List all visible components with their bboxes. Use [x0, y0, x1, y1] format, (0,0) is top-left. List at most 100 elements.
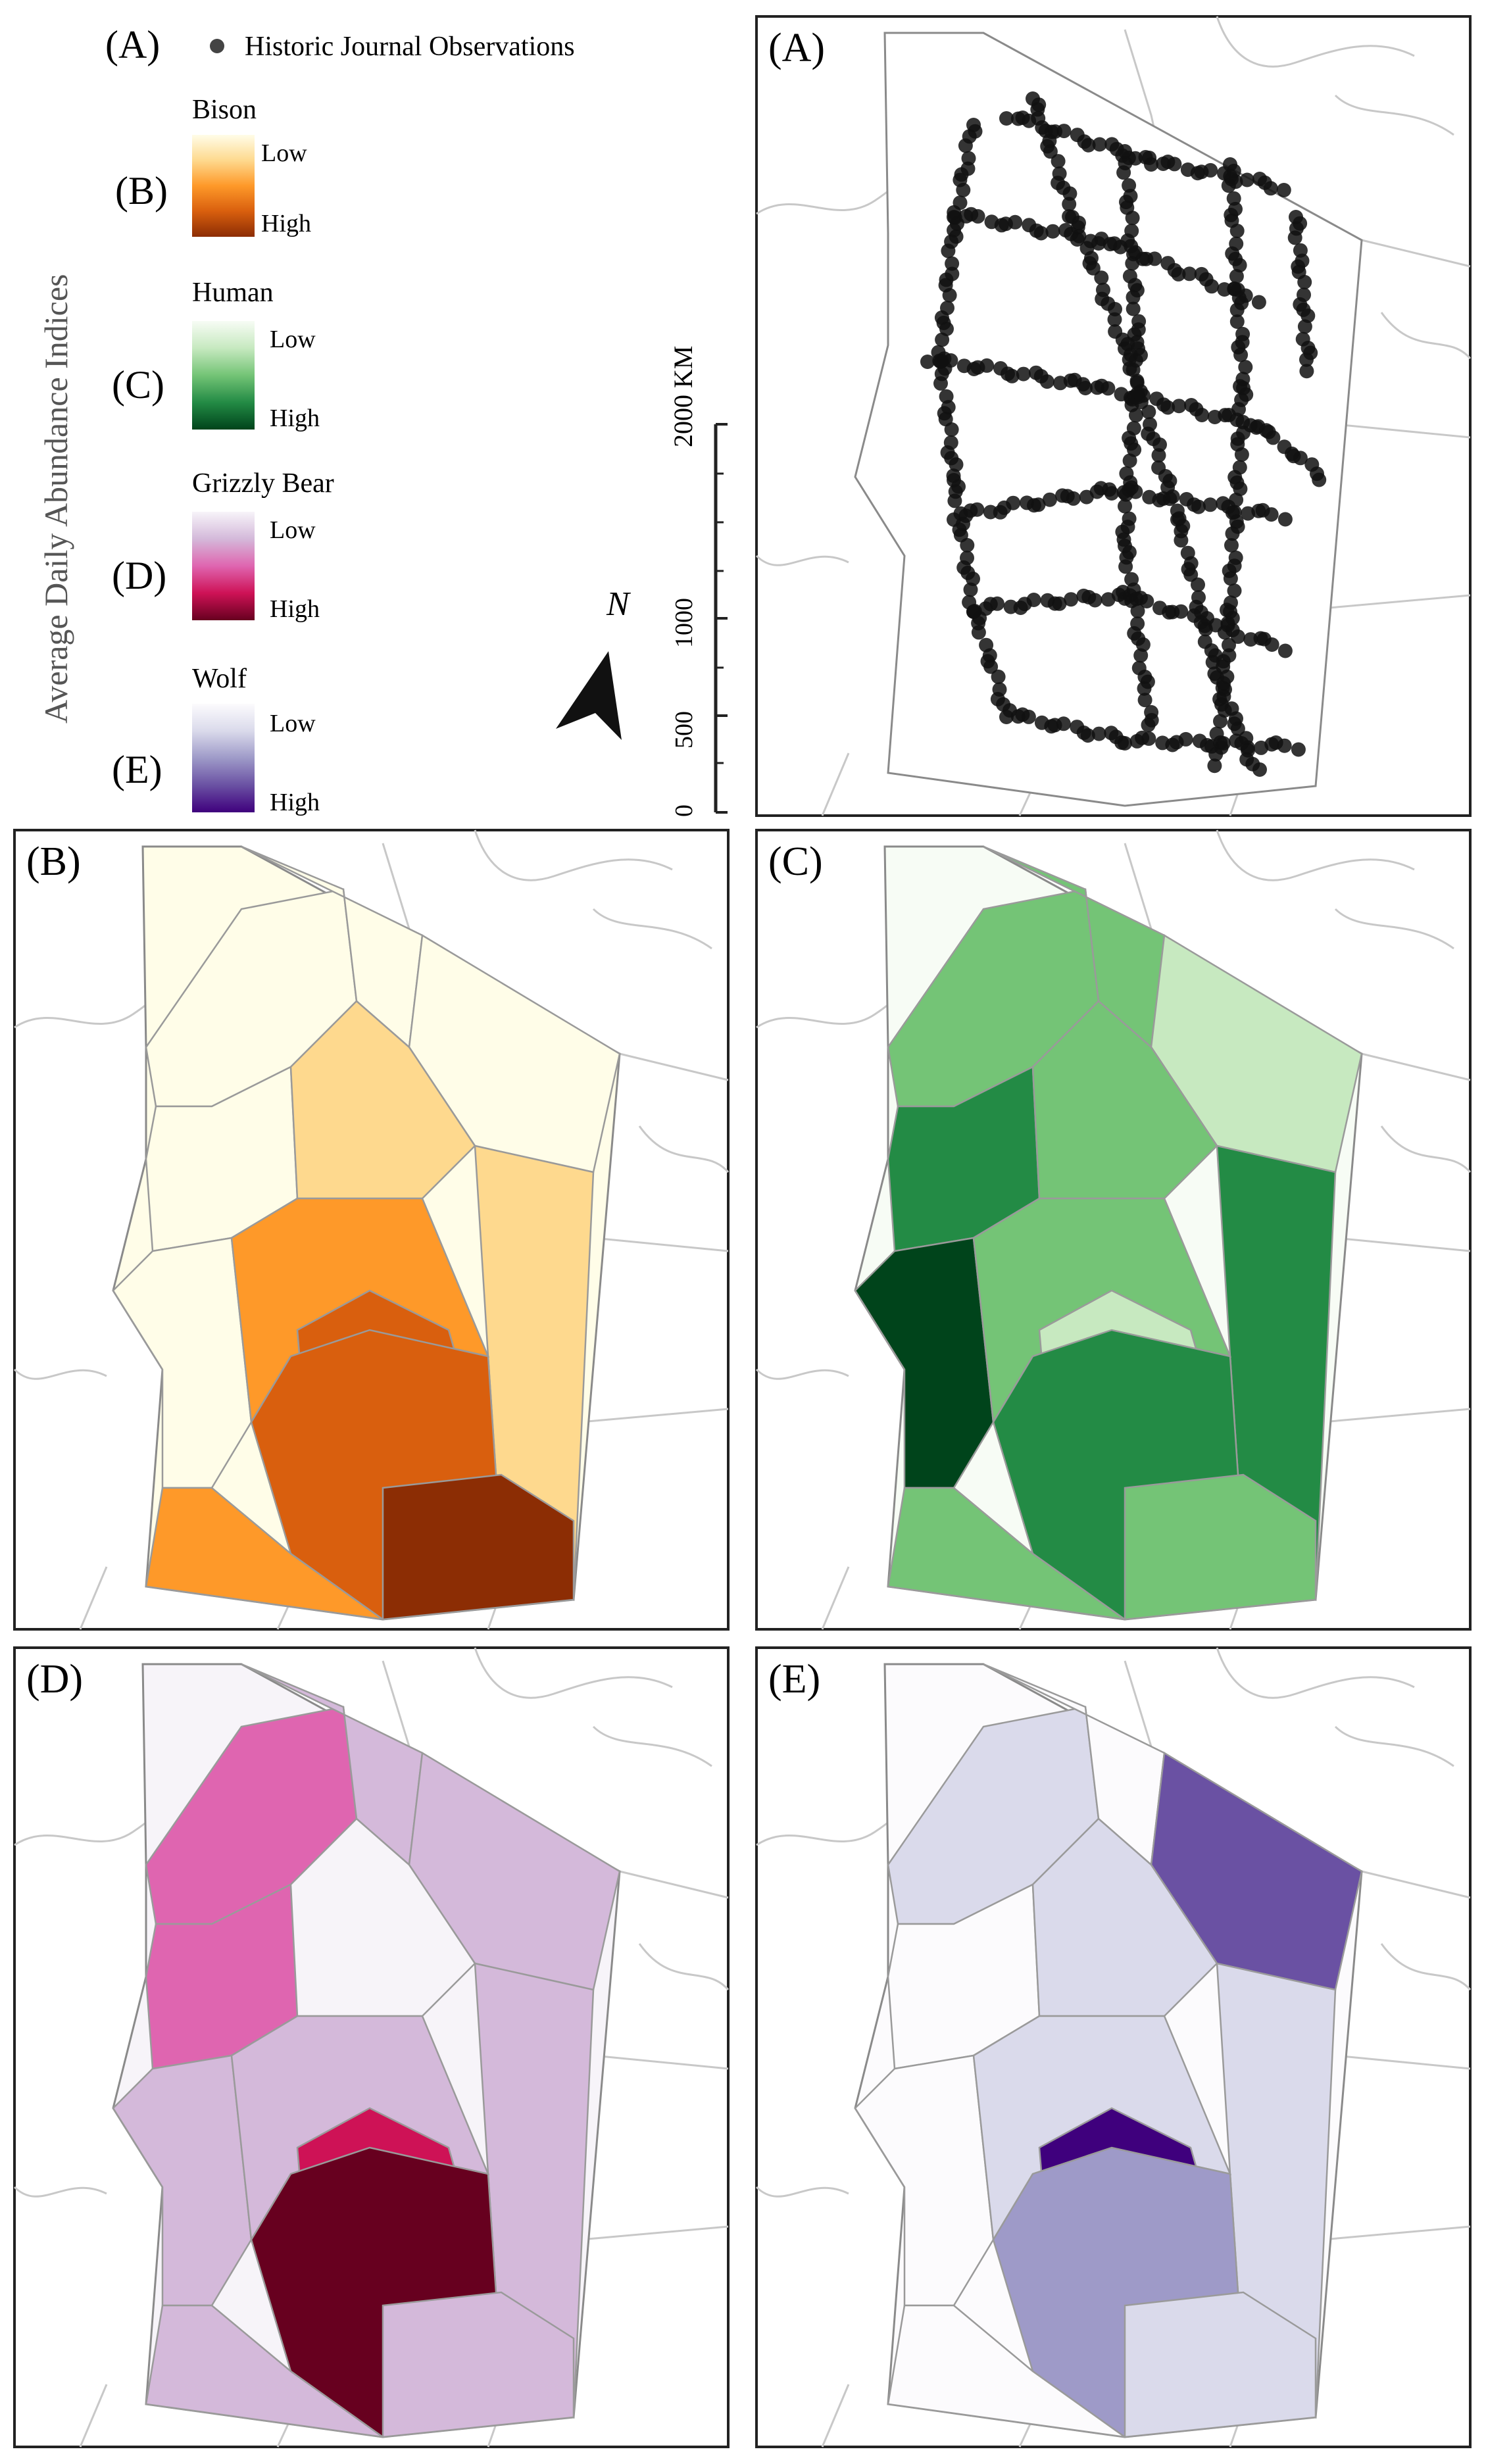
- north-arrow-label: N: [606, 585, 632, 623]
- observation-point: [1218, 625, 1232, 640]
- observation-point: [1091, 726, 1106, 741]
- observation-point: [1220, 669, 1235, 684]
- ramp-grizzly: [192, 512, 255, 620]
- observation-point: [1263, 181, 1278, 196]
- observation-point: [1191, 499, 1206, 514]
- observation-point: [943, 353, 958, 368]
- ramp-wolf: [192, 704, 255, 812]
- observation-point: [1277, 738, 1292, 753]
- observation-point: [1081, 137, 1096, 153]
- observation-point: [1264, 507, 1279, 522]
- ramp-human: [192, 321, 255, 430]
- observation-point: [1122, 178, 1137, 193]
- legend-tag-b: (B): [115, 169, 168, 212]
- observation-point: [963, 582, 978, 597]
- observation-point: [939, 389, 954, 404]
- observation-point: [1062, 197, 1077, 212]
- observation-point: [1235, 414, 1251, 430]
- observation-point: [1064, 592, 1079, 607]
- background-boundaries: [755, 1647, 1472, 2448]
- legend-name-bison: Bison: [192, 95, 257, 125]
- map-panel-c: (C): [755, 829, 1472, 1631]
- legend-tag-a: (A): [105, 23, 160, 66]
- observation-point: [1130, 603, 1145, 618]
- observation-point: [1191, 577, 1205, 592]
- observation-point: [1226, 191, 1241, 206]
- observation-point: [1230, 721, 1245, 736]
- observation-point: [1092, 137, 1107, 152]
- observation-point: [1126, 289, 1141, 305]
- ramp-human-high: High: [270, 405, 320, 432]
- scale-unit-label: 2000 KM: [668, 346, 698, 447]
- ramp-human-low: Low: [270, 326, 316, 353]
- observation-point: [1174, 533, 1189, 548]
- observation-point: [979, 358, 995, 373]
- observation-point: [947, 512, 961, 527]
- observation-point: [1087, 593, 1102, 608]
- observation-point: [970, 502, 985, 517]
- observation-point: [1133, 648, 1149, 663]
- observation-point: [1293, 451, 1308, 466]
- observation-point: [1160, 400, 1176, 415]
- observation-point: [1085, 260, 1101, 276]
- observation-point: [1217, 703, 1232, 718]
- scale-tick-1000: 1000: [670, 598, 698, 648]
- observation-point: [1070, 232, 1085, 247]
- observation-point: [1178, 731, 1193, 747]
- observation-point: [1004, 368, 1020, 383]
- observation-point: [1039, 374, 1054, 389]
- observation-point: [958, 138, 973, 153]
- observation-point: [1172, 399, 1187, 414]
- panel-label: (D): [26, 1657, 83, 1702]
- observation-tracks: [920, 91, 1327, 777]
- legend-tag-e: (E): [112, 748, 162, 791]
- observation-point: [1078, 381, 1093, 395]
- observation-point: [966, 604, 981, 619]
- observation-point: [1122, 453, 1137, 468]
- observation-point: [1223, 571, 1238, 586]
- observation-point: [1232, 258, 1247, 273]
- observation-point: [1227, 583, 1242, 599]
- observation-point: [1141, 405, 1156, 420]
- abundance-regions: [112, 845, 621, 1621]
- observation-point: [1264, 637, 1279, 652]
- north-arrow-icon: N: [556, 585, 632, 740]
- abundance-regions: [854, 1663, 1363, 2438]
- legend-name-grizzly: Grizzly Bear: [192, 468, 334, 499]
- ramp-bison: [192, 135, 255, 237]
- observation-point: [1239, 172, 1254, 187]
- observation-point: [1240, 740, 1255, 755]
- observation-point: [956, 182, 971, 197]
- panel-label: (B): [26, 839, 81, 884]
- observation-point: [1006, 495, 1021, 510]
- observation-point: [991, 669, 1006, 684]
- scale-bar: 2000 KM 1000 500 0: [668, 346, 728, 817]
- panel-label: (C): [768, 839, 823, 884]
- abundance-regions: [854, 845, 1363, 1621]
- observation-point: [1125, 210, 1140, 226]
- observation-point: [1183, 567, 1199, 582]
- observation-point: [1233, 481, 1248, 497]
- observation-point: [1031, 497, 1046, 512]
- observation-point: [1147, 251, 1162, 266]
- panel-label: (E): [768, 1657, 820, 1702]
- observation-point: [1291, 742, 1306, 757]
- observation-point: [1052, 596, 1067, 611]
- observation-point: [1016, 366, 1031, 382]
- abundance-regions: [112, 1663, 621, 2438]
- observation-point: [1224, 538, 1239, 553]
- observation-point: [1008, 214, 1023, 230]
- observation-point: [1229, 269, 1244, 283]
- observation-point: [1125, 256, 1140, 271]
- observation-point: [999, 111, 1014, 126]
- ramp-wolf-low: Low: [270, 710, 316, 737]
- observation-point: [990, 596, 1004, 611]
- observation-point: [947, 493, 962, 508]
- observation-point: [1276, 183, 1291, 197]
- observation-point: [1287, 230, 1302, 245]
- background-boundaries: [13, 829, 730, 1630]
- scale-tick-500: 500: [670, 711, 698, 749]
- legend-tag-d: (D): [112, 554, 166, 597]
- observation-point: [1197, 618, 1212, 633]
